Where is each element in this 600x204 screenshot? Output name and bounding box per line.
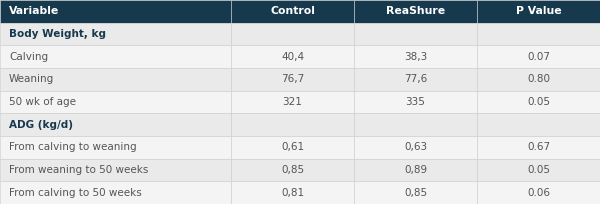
Bar xyxy=(231,159,354,181)
Text: ADG (kg/d): ADG (kg/d) xyxy=(9,120,73,130)
Bar xyxy=(231,23,354,45)
Bar xyxy=(477,159,600,181)
Bar xyxy=(354,91,477,113)
Text: Calving: Calving xyxy=(9,52,48,62)
Text: 0.06: 0.06 xyxy=(527,188,550,198)
Text: Variable: Variable xyxy=(9,6,59,16)
Bar xyxy=(0,0,231,23)
Bar xyxy=(354,23,477,45)
Bar xyxy=(354,159,477,181)
Text: 0.67: 0.67 xyxy=(527,142,550,152)
Bar xyxy=(477,136,600,159)
Text: 0.80: 0.80 xyxy=(527,74,550,84)
Text: 40,4: 40,4 xyxy=(281,52,304,62)
Text: P Value: P Value xyxy=(515,6,562,16)
Text: 0,81: 0,81 xyxy=(281,188,304,198)
Text: ReaShure: ReaShure xyxy=(386,6,445,16)
Text: 0,89: 0,89 xyxy=(404,165,427,175)
Text: 0,63: 0,63 xyxy=(404,142,427,152)
Text: Body Weight, kg: Body Weight, kg xyxy=(9,29,106,39)
Bar xyxy=(354,45,477,68)
Text: Weaning: Weaning xyxy=(9,74,54,84)
Bar xyxy=(477,113,600,136)
Bar xyxy=(0,45,231,68)
Bar xyxy=(0,159,231,181)
Bar xyxy=(0,136,231,159)
Text: 0,61: 0,61 xyxy=(281,142,304,152)
Bar xyxy=(0,23,231,45)
Bar xyxy=(354,136,477,159)
Bar xyxy=(354,181,477,204)
Bar xyxy=(0,91,231,113)
Bar xyxy=(477,181,600,204)
Text: 0,85: 0,85 xyxy=(281,165,304,175)
Bar xyxy=(231,181,354,204)
Bar xyxy=(0,181,231,204)
Text: 0.05: 0.05 xyxy=(527,97,550,107)
Bar xyxy=(354,68,477,91)
Bar xyxy=(354,113,477,136)
Bar xyxy=(0,113,231,136)
Text: 335: 335 xyxy=(406,97,425,107)
Bar xyxy=(231,68,354,91)
Text: 321: 321 xyxy=(283,97,302,107)
Bar xyxy=(231,91,354,113)
Bar xyxy=(477,91,600,113)
Text: From calving to weaning: From calving to weaning xyxy=(9,142,137,152)
Bar xyxy=(477,68,600,91)
Text: 50 wk of age: 50 wk of age xyxy=(9,97,76,107)
Text: 0.05: 0.05 xyxy=(527,165,550,175)
Bar xyxy=(231,113,354,136)
Bar xyxy=(477,0,600,23)
Text: 77,6: 77,6 xyxy=(404,74,427,84)
Bar xyxy=(477,45,600,68)
Bar xyxy=(231,136,354,159)
Bar xyxy=(231,0,354,23)
Text: Control: Control xyxy=(270,6,315,16)
Text: 0.07: 0.07 xyxy=(527,52,550,62)
Text: From weaning to 50 weeks: From weaning to 50 weeks xyxy=(9,165,148,175)
Text: 0,85: 0,85 xyxy=(404,188,427,198)
Bar xyxy=(231,45,354,68)
Bar xyxy=(477,23,600,45)
Bar xyxy=(0,68,231,91)
Bar xyxy=(354,0,477,23)
Text: 76,7: 76,7 xyxy=(281,74,304,84)
Text: 38,3: 38,3 xyxy=(404,52,427,62)
Text: From calving to 50 weeks: From calving to 50 weeks xyxy=(9,188,142,198)
